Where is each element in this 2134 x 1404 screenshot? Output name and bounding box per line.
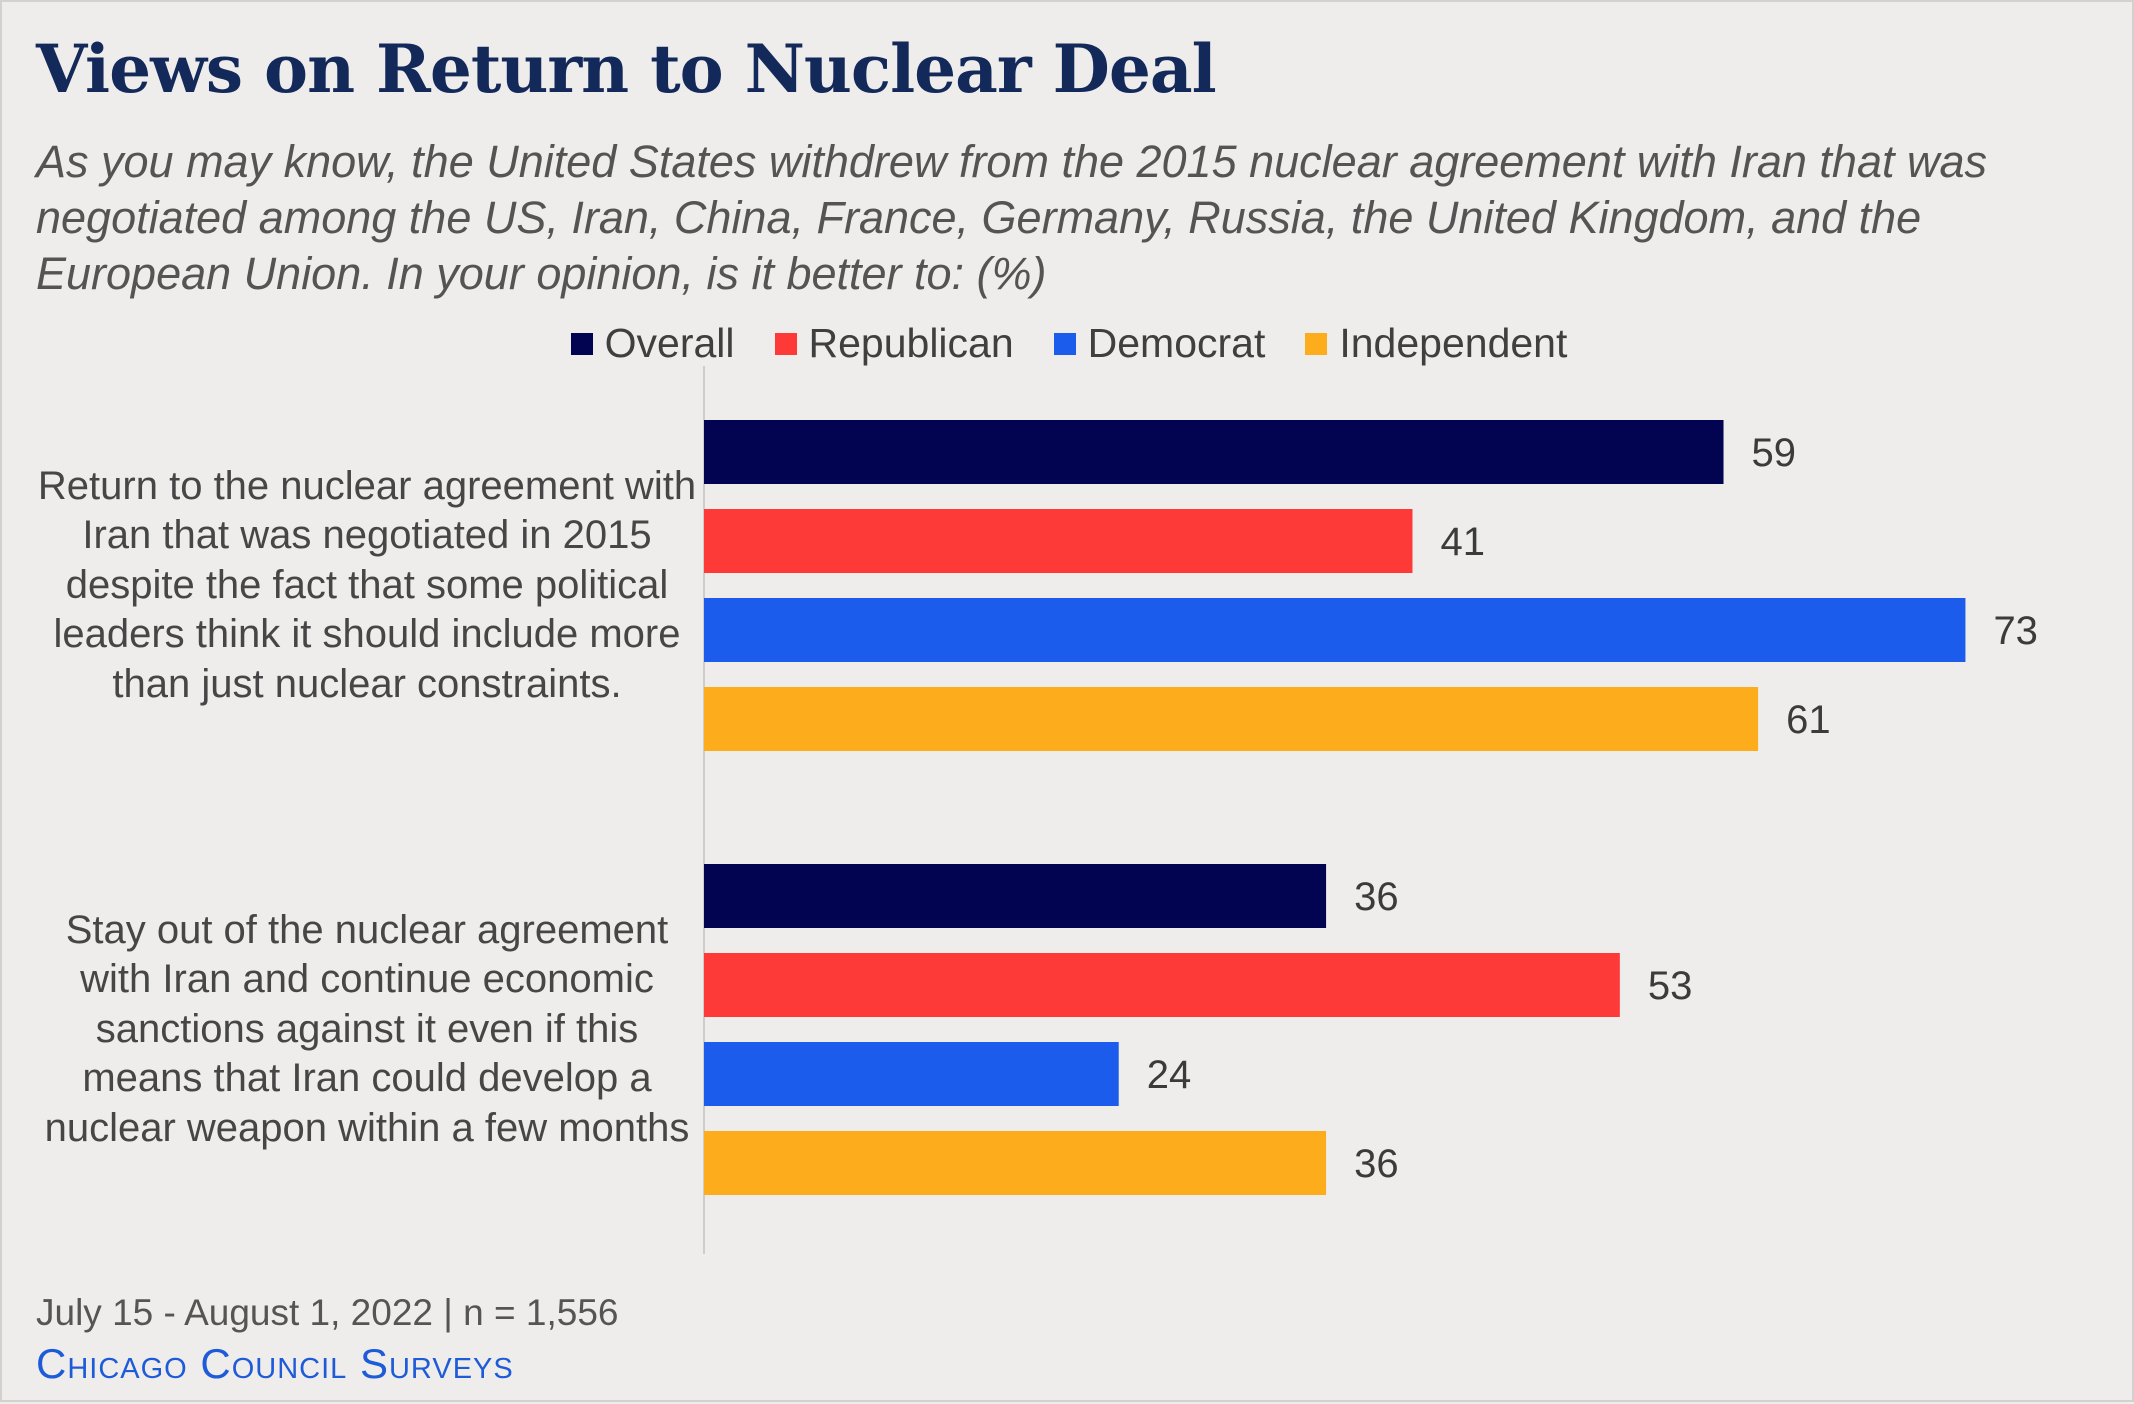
legend-label: Democrat: [1087, 320, 1266, 366]
chart-title: Views on Return to Nuclear Deal: [36, 30, 1217, 108]
data-label-democrat-1: 73: [1993, 609, 2038, 653]
data-label-democrat-2: 24: [1147, 1053, 1192, 1097]
legend-label: Independent: [1339, 320, 1568, 366]
legend-swatch: [1305, 332, 1328, 355]
legend-label: Overall: [604, 320, 735, 366]
data-label-overall-2: 36: [1354, 875, 1399, 919]
bar-overall-2: [704, 864, 1327, 928]
legend-swatch: [774, 332, 797, 355]
data-label-independent-1: 61: [1786, 698, 1831, 742]
data-label-republican-2: 53: [1648, 964, 1693, 1008]
legend: Overall Republican Democrat Independent: [2, 320, 2134, 367]
legend-item-overall: Overall: [570, 320, 735, 367]
bar-democrat-1: [704, 598, 1966, 662]
data-label-republican-1: 41: [1440, 520, 1485, 564]
legend-swatch: [1053, 332, 1076, 355]
legend-item-democrat: Democrat: [1053, 320, 1266, 367]
category-label-1: Return to the nuclear agreement with Ira…: [37, 463, 697, 706]
bar-independent-2: [704, 1131, 1327, 1195]
legend-label: Republican: [808, 320, 1014, 366]
footer-brand: Chicago Council Surveys: [36, 1340, 514, 1387]
legend-swatch: [570, 332, 593, 355]
bar-overall-1: [704, 420, 1724, 484]
bar-republican-1: [704, 509, 1413, 573]
data-label-overall-1: 59: [1752, 431, 1797, 475]
legend-item-independent: Independent: [1305, 320, 1567, 367]
bar-democrat-2: [704, 1042, 1119, 1106]
data-label-independent-2: 36: [1354, 1142, 1399, 1186]
chart-subtitle: As you may know, the United States withd…: [36, 136, 1987, 299]
legend-item-republican: Republican: [774, 320, 1014, 367]
bar-republican-2: [704, 953, 1620, 1017]
bar-independent-1: [704, 687, 1759, 751]
category-label-2: Stay out of the nuclear agreement with I…: [44, 907, 690, 1150]
footer-date-sample: July 15 - August 1, 2022 | n = 1,556: [36, 1292, 619, 1333]
